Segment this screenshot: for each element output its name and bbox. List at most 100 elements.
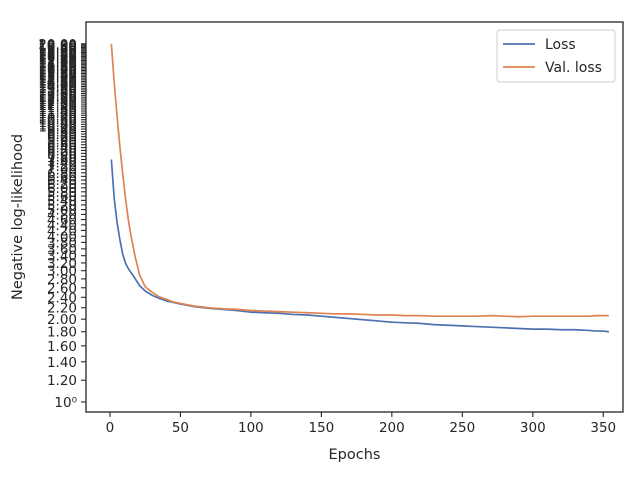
x-tick-label: 200 [379,420,405,436]
y-tick-label: 19.80 [38,38,77,54]
y-tick-label: 13.80 [38,81,77,97]
y-tick-label: 15.80 [38,65,77,81]
y-tick-label: 16.00 [38,63,77,79]
y-tick-label: 4.00 [47,229,77,245]
y-tick-label: 8.80 [47,135,77,151]
y-tick-label: 8.60 [47,138,77,154]
y-tick-label: 17.80 [38,51,77,67]
y-tick-label: 1.20 [47,373,77,389]
y-tick-label: 13.00 [38,88,77,104]
y-tick-label: 11.60 [38,102,77,118]
y-tick-label: 2.00 [47,312,77,328]
y-tick-label: 16.20 [38,62,77,78]
y-tick-label: 6.20 [47,177,77,193]
y-tick-label: 3.20 [47,256,77,272]
y-axis-label: Negative log-likelihood [10,134,26,300]
y-tick-label: 6.80 [47,166,77,182]
y-tick-label: 16.80 [38,58,77,74]
y-tick-label: 17.00 [38,56,77,72]
y-tick-label: 10.20 [38,117,77,133]
y-tick-label: 15.40 [38,68,77,84]
x-tick-label: 0 [106,420,115,436]
y-tick-label: 5.00 [47,203,77,219]
y-tick-label: 18.40 [38,47,77,63]
y-tick-label: 15.20 [38,70,77,86]
y-tick-label: 9.20 [47,130,77,146]
x-axis-label: Epochs [329,447,381,463]
y-tick-label: 8.20 [47,143,77,159]
y-tick-label: 12.40 [38,94,77,110]
y-tick-label: 14.60 [38,74,77,90]
x-tick-label: 50 [172,420,189,436]
x-tick-label: 150 [308,420,334,436]
y-tick-label: 12.80 [38,90,77,106]
y-tick-label: 17.60 [38,52,77,68]
y-tick-label: 15.00 [38,71,77,87]
y-tick-label: 9.40 [47,127,77,143]
y-tick-label: 18.80 [38,44,77,60]
x-tick-label: 350 [590,420,616,436]
y-tick-label: 11.00 [38,108,77,124]
ticks-layer: 0 50 100 150 200 250 300 350 10⁰ 1.20 1.401.601.80… [38,37,616,436]
y-tick-label: 17.20 [38,55,77,71]
y-tick-label: 16.40 [38,61,77,77]
y-tick-label: 2.20 [47,301,77,317]
y-tick-label: 10.40 [38,115,77,131]
y-tick-label: 18.20 [38,48,77,64]
y-tick-label: 20.00 [38,37,77,53]
y-tick-label: 1.80 [47,325,77,341]
plot-frame [85,21,624,413]
y-tick-label: 4.60 [47,213,77,229]
y-tick-label: 18.00 [38,49,77,65]
y-tick-label: 17.40 [38,53,77,69]
legend-label-val-loss: Val. loss [545,60,602,76]
y-tick-label: 4.20 [47,223,77,239]
series-line-val-loss [110,43,609,318]
y-tick-label: 10⁰ [54,395,77,411]
y-tick-label: 9.80 [47,122,77,138]
y-tick-label: 5.20 [47,198,77,214]
y-tick-label: 7.80 [47,149,77,165]
y-tick-label: 1.60 [47,339,77,355]
x-tick-label: 250 [449,420,475,436]
y-tick-label: 9.00 [47,132,77,148]
y-tick-label: 2.60 [47,281,77,297]
y-tick-label: 14.20 [38,78,77,94]
y-tick-label: 7.20 [47,159,77,175]
y-tick-label: 11.40 [38,104,77,120]
y-tick-label: 15.60 [38,67,77,83]
y-tick-label: 14.40 [38,76,77,92]
y-tick-label: 18.60 [38,45,77,61]
y-tick-label: 3.00 [47,264,77,280]
y-tick-label: 13.60 [38,83,77,99]
y-tick-label: 3.60 [47,242,77,258]
y-tick-label: 19.60 [38,39,77,55]
y-tick-label: 4.80 [47,207,77,223]
series-line-loss [110,159,610,333]
y-tick-label: 11.20 [38,106,77,122]
x-tick-label: 100 [238,420,264,436]
y-tick-label: 9.60 [47,125,77,141]
y-tick-label: 2.80 [47,272,77,288]
y-tick-label: 3.80 [47,235,77,251]
y-tick-label: 19.40 [38,40,77,56]
x-tick-label: 300 [520,420,546,436]
y-tick-label: 14.00 [38,79,77,95]
y-tick-label: 10.60 [38,113,77,129]
y-tick-label: 11.80 [38,100,77,116]
y-tick-label: 10.00 [38,120,77,136]
y-tick-label: 13.20 [38,86,77,102]
y-tick-label: 6.60 [47,169,77,185]
y-tick-label: 16.60 [38,59,77,75]
y-tick-label: 2.40 [47,290,77,306]
y-tick-label: 12.00 [38,98,77,114]
y-tick-label: 7.60 [47,153,77,169]
y-tick-label: 12.20 [38,96,77,112]
y-tick-label: 13.40 [38,85,77,101]
y-tick-label: 19.00 [38,43,77,59]
y-tick-label: 19.20 [38,42,77,58]
y-tick-label: 7.40 [47,156,77,172]
y-tick-label: 8.00 [47,146,77,162]
y-tick-label: 5.40 [47,193,77,209]
